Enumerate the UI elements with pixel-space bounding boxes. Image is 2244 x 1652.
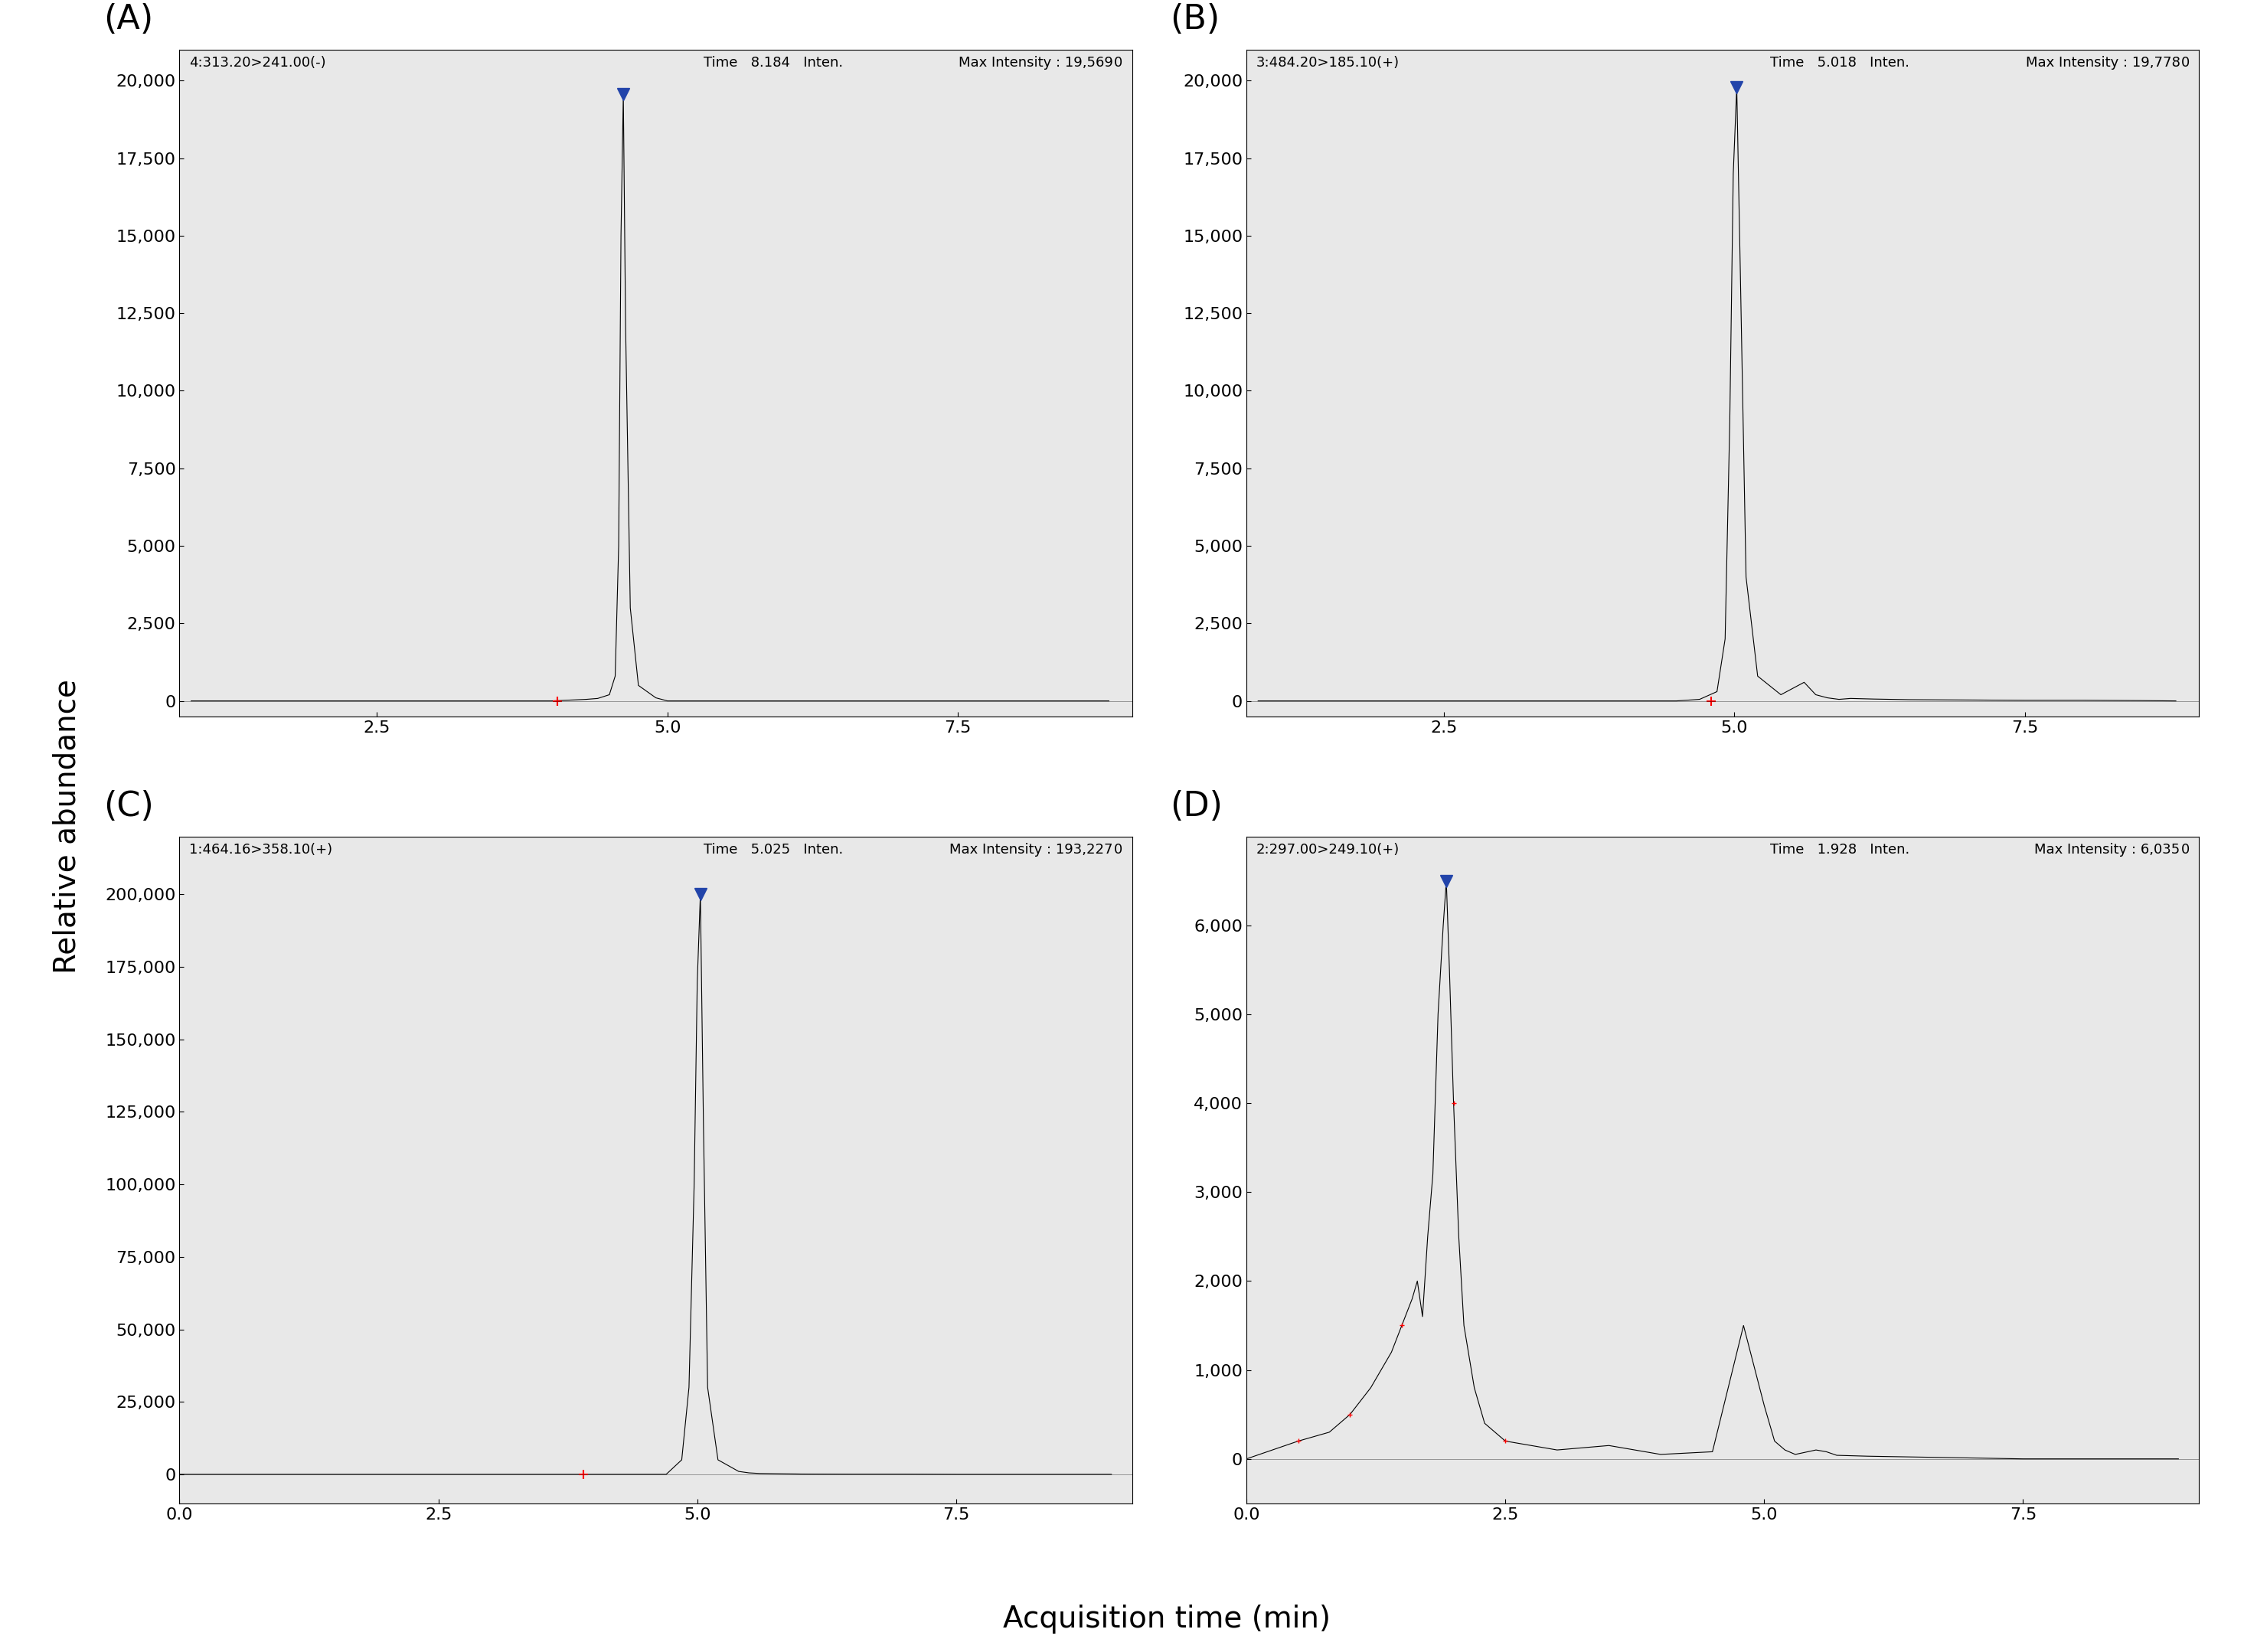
Text: 0: 0 [2181, 56, 2190, 69]
Text: 3:484.20>185.10(+): 3:484.20>185.10(+) [1257, 56, 1400, 69]
Text: Max Intensity : 19,569: Max Intensity : 19,569 [958, 56, 1113, 69]
Text: Max Intensity : 193,227: Max Intensity : 193,227 [949, 843, 1113, 857]
Text: Time   1.928   Inten.: Time 1.928 Inten. [1771, 843, 1910, 857]
Text: Time   5.025   Inten.: Time 5.025 Inten. [702, 843, 844, 857]
Text: (C): (C) [103, 790, 153, 823]
Text: Acquisition time (min): Acquisition time (min) [1003, 1604, 1331, 1634]
Text: (A): (A) [103, 3, 153, 36]
Text: (D): (D) [1171, 790, 1223, 823]
Text: 0: 0 [1113, 843, 1122, 857]
Text: Time   8.184   Inten.: Time 8.184 Inten. [702, 56, 844, 69]
Text: 1:464.16>358.10(+): 1:464.16>358.10(+) [188, 843, 332, 857]
Text: 4:313.20>241.00(-): 4:313.20>241.00(-) [188, 56, 325, 69]
Text: Relative abundance: Relative abundance [54, 679, 81, 973]
Text: Time   5.018   Inten.: Time 5.018 Inten. [1771, 56, 1910, 69]
Text: Max Intensity : 6,035: Max Intensity : 6,035 [2035, 843, 2181, 857]
Text: 0: 0 [2181, 843, 2190, 857]
Text: 0: 0 [1113, 56, 1122, 69]
Text: Max Intensity : 19,778: Max Intensity : 19,778 [2026, 56, 2181, 69]
Text: 2:297.00>249.10(+): 2:297.00>249.10(+) [1257, 843, 1400, 857]
Text: (B): (B) [1171, 3, 1221, 36]
